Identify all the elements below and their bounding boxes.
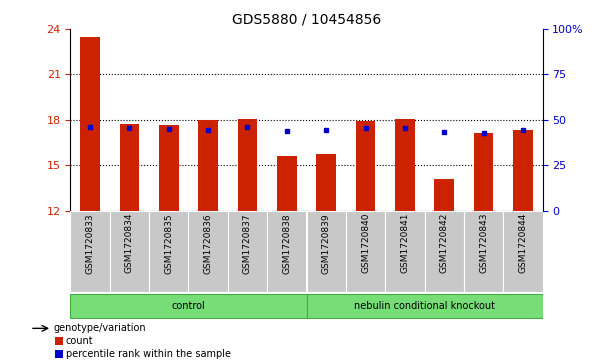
Text: GSM1720842: GSM1720842 xyxy=(440,213,449,273)
Bar xyxy=(55,337,63,345)
Bar xyxy=(199,120,218,211)
Bar xyxy=(513,130,533,211)
Bar xyxy=(424,211,464,292)
Text: GSM1720844: GSM1720844 xyxy=(519,213,527,273)
Bar xyxy=(306,294,543,318)
Text: GSM1720835: GSM1720835 xyxy=(164,213,173,274)
Text: control: control xyxy=(172,301,205,311)
Text: GSM1720839: GSM1720839 xyxy=(322,213,330,274)
Text: GSM1720834: GSM1720834 xyxy=(125,213,134,273)
Bar xyxy=(395,119,414,211)
Bar xyxy=(238,119,257,211)
Bar xyxy=(385,211,424,292)
Bar xyxy=(474,134,493,211)
Text: nebulin conditional knockout: nebulin conditional knockout xyxy=(354,301,495,311)
Text: GSM1720843: GSM1720843 xyxy=(479,213,488,273)
Bar xyxy=(149,211,189,292)
Bar xyxy=(306,211,346,292)
Bar xyxy=(356,121,375,211)
Bar xyxy=(267,211,306,292)
Bar xyxy=(120,125,139,211)
Bar xyxy=(189,211,228,292)
Bar xyxy=(503,211,543,292)
Text: GSM1720838: GSM1720838 xyxy=(283,213,291,274)
Bar xyxy=(228,211,267,292)
Bar xyxy=(464,211,503,292)
Bar xyxy=(346,211,385,292)
Text: GSM1720841: GSM1720841 xyxy=(400,213,409,273)
Text: GSM1720836: GSM1720836 xyxy=(204,213,213,274)
Text: GSM1720840: GSM1720840 xyxy=(361,213,370,273)
Bar xyxy=(110,211,149,292)
Bar xyxy=(277,156,297,211)
Bar xyxy=(316,154,336,211)
Title: GDS5880 / 10454856: GDS5880 / 10454856 xyxy=(232,12,381,26)
Bar xyxy=(80,37,100,211)
Text: GSM1720837: GSM1720837 xyxy=(243,213,252,274)
Text: GSM1720833: GSM1720833 xyxy=(86,213,94,274)
Text: count: count xyxy=(66,336,94,346)
Bar xyxy=(159,125,178,211)
Bar xyxy=(55,350,63,358)
Bar xyxy=(70,211,110,292)
Bar xyxy=(70,294,306,318)
Text: percentile rank within the sample: percentile rank within the sample xyxy=(66,349,231,359)
Text: genotype/variation: genotype/variation xyxy=(54,323,147,333)
Bar xyxy=(435,179,454,211)
